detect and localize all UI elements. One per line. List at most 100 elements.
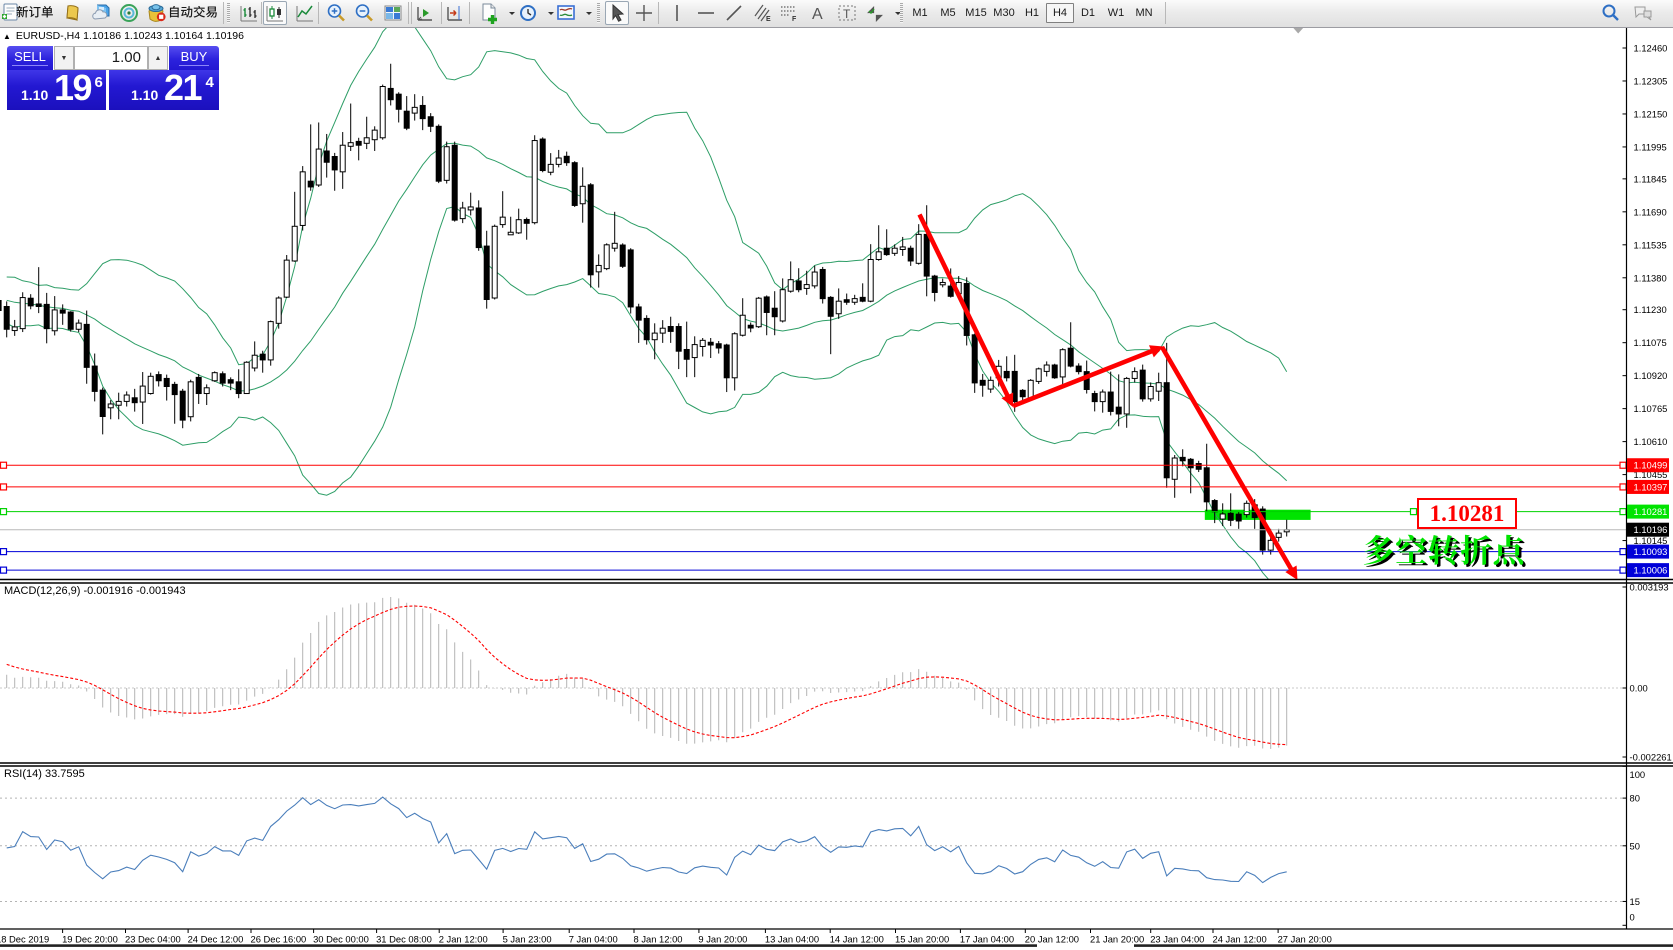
- auto-trading-button[interactable]: [146, 2, 168, 24]
- chat-button[interactable]: [1632, 2, 1654, 24]
- timeframe-m5-button[interactable]: M5: [940, 7, 956, 19]
- toolbar-separator: [597, 3, 600, 23]
- price-tick-label: 1.10145: [1634, 535, 1668, 546]
- macd-header: MACD(12,26,9) -0.001916 -0.001943: [4, 585, 186, 597]
- trendline-button[interactable]: [723, 2, 745, 24]
- time-tick-label: 21 Jan 20:00: [1090, 934, 1144, 945]
- arrows-button[interactable]: [864, 2, 886, 24]
- new-chart-dropdown-icon[interactable]: [501, 2, 515, 24]
- new-chart-button[interactable]: [478, 2, 500, 24]
- line-handle[interactable]: [0, 548, 8, 556]
- trend-arrow[interactable]: [917, 213, 1011, 400]
- auto-trading-label[interactable]: [168, 5, 218, 20]
- time-tick-label: 19 Dec 20:00: [62, 934, 118, 945]
- price-tick-label: 1.10765: [1634, 403, 1668, 414]
- bar-chart-mode-button[interactable]: [238, 2, 260, 24]
- arrows-dropdown-icon[interactable]: [887, 2, 901, 24]
- new-order-label[interactable]: [16, 5, 54, 20]
- symbol-title: EURUSD-,H4: [15, 30, 81, 42]
- chart-shift-button[interactable]: [444, 2, 466, 24]
- macd-signal-line: [6, 605, 1287, 746]
- cursor-button[interactable]: [604, 1, 629, 25]
- timeframe-m1-button[interactable]: M1: [912, 7, 928, 19]
- buy-button[interactable]: BUY: [169, 46, 219, 70]
- line-handle[interactable]: [1619, 566, 1627, 574]
- time-tick-label: 7 Jan 04:00: [569, 934, 618, 945]
- price-tick-label: 1.11380: [1634, 272, 1667, 283]
- line-handle[interactable]: [0, 461, 8, 469]
- cn-text[interactable]: [1363, 534, 1526, 568]
- equidistant-channel-button[interactable]: E: [751, 2, 773, 24]
- volume-input[interactable]: 1.00: [74, 46, 148, 70]
- volume-dropdown-button[interactable]: ▼: [54, 46, 74, 70]
- horizontal-line-button[interactable]: [695, 2, 717, 24]
- line-handle[interactable]: [0, 483, 8, 491]
- price-callout[interactable]: 1.10281: [1417, 498, 1517, 529]
- quote-high: 1.10243: [124, 30, 163, 42]
- text-button[interactable]: A: [807, 2, 829, 24]
- sell-button[interactable]: SELL: [7, 46, 53, 70]
- time-tick-label: 18 Dec 2019: [0, 934, 49, 945]
- toolbar-separator: [468, 2, 470, 24]
- price-tag-label: 1.10093: [1634, 546, 1668, 557]
- chart-shift-marker[interactable]: [1292, 27, 1305, 34]
- line-handle[interactable]: [0, 508, 8, 516]
- indicators-button[interactable]: [555, 2, 577, 24]
- price-tick-label: 1.11230: [1634, 304, 1667, 315]
- toolbar-separator: [900, 3, 903, 23]
- profiles-button[interactable]: [63, 2, 85, 24]
- line-handle[interactable]: [1619, 483, 1627, 491]
- time-tick-label: 15 Jan 20:00: [895, 934, 949, 945]
- trend-arrow-head[interactable]: [1149, 345, 1164, 358]
- text-label-button[interactable]: T: [836, 2, 858, 24]
- indicators-dropdown-icon[interactable]: [578, 2, 592, 24]
- trend-arrow[interactable]: [1160, 345, 1295, 573]
- trend-arrow-head[interactable]: [1001, 392, 1014, 407]
- periods-dropdown-icon[interactable]: [540, 2, 554, 24]
- line-handle[interactable]: [1619, 508, 1627, 516]
- timeframe-h1-button[interactable]: H1: [1024, 7, 1040, 19]
- timeframe-h4-button[interactable]: H4: [1046, 3, 1074, 23]
- timeframe-mn-button[interactable]: MN: [1135, 7, 1153, 19]
- market-watch-button[interactable]: [91, 2, 113, 24]
- line-chart-mode-button[interactable]: [294, 2, 316, 24]
- line-handle[interactable]: [1619, 461, 1627, 469]
- timeframe-w1-button[interactable]: W1: [1107, 7, 1125, 19]
- price-tick-label: 1.12305: [1634, 75, 1668, 86]
- fibonacci-button[interactable]: F: [778, 2, 800, 24]
- vertical-line-button[interactable]: [666, 2, 688, 24]
- line-handle[interactable]: [1619, 548, 1627, 556]
- new-order-button[interactable]: [0, 2, 22, 24]
- crosshair-button[interactable]: [633, 2, 655, 24]
- sell-price-box[interactable]: 1.10 19 6: [7, 67, 106, 110]
- collapse-panel-icon[interactable]: ▲: [3, 31, 11, 41]
- trend-arrow[interactable]: [1012, 348, 1156, 409]
- time-tick-label: 5 Jan 23:00: [503, 934, 552, 945]
- quote-open: 1.10186: [83, 30, 122, 42]
- timeframe-d1-button[interactable]: D1: [1080, 7, 1096, 19]
- timeframe-m15-button[interactable]: M15: [965, 7, 987, 19]
- volume-increase-button[interactable]: ▲: [148, 46, 168, 70]
- trend-arrow-head[interactable]: [1285, 565, 1298, 580]
- timeframe-m30-button[interactable]: M30: [993, 7, 1015, 19]
- candle-chart-mode-button[interactable]: [262, 1, 287, 25]
- line-handle[interactable]: [0, 566, 8, 574]
- price-tick-label: 1.12150: [1634, 108, 1668, 119]
- zoom-in-button[interactable]: [325, 2, 347, 24]
- price-tag: [1627, 479, 1669, 494]
- time-tick-label: 24 Jan 12:00: [1213, 934, 1267, 945]
- zoom-out-button[interactable]: [353, 2, 375, 24]
- price-tag: [1627, 458, 1669, 473]
- search-button[interactable]: [1600, 2, 1622, 24]
- line-handle[interactable]: [1409, 508, 1418, 516]
- buy-price-box[interactable]: 1.10 21 4: [109, 67, 219, 110]
- data-window-button[interactable]: [118, 2, 140, 24]
- price-tick-label: 1.11995: [1634, 141, 1667, 152]
- auto-scroll-button[interactable]: [414, 2, 436, 24]
- periods-button[interactable]: [517, 2, 539, 24]
- tile-windows-button[interactable]: [382, 2, 404, 24]
- quote-close: 1.10196: [206, 30, 244, 42]
- toolbar-separator: [410, 2, 412, 24]
